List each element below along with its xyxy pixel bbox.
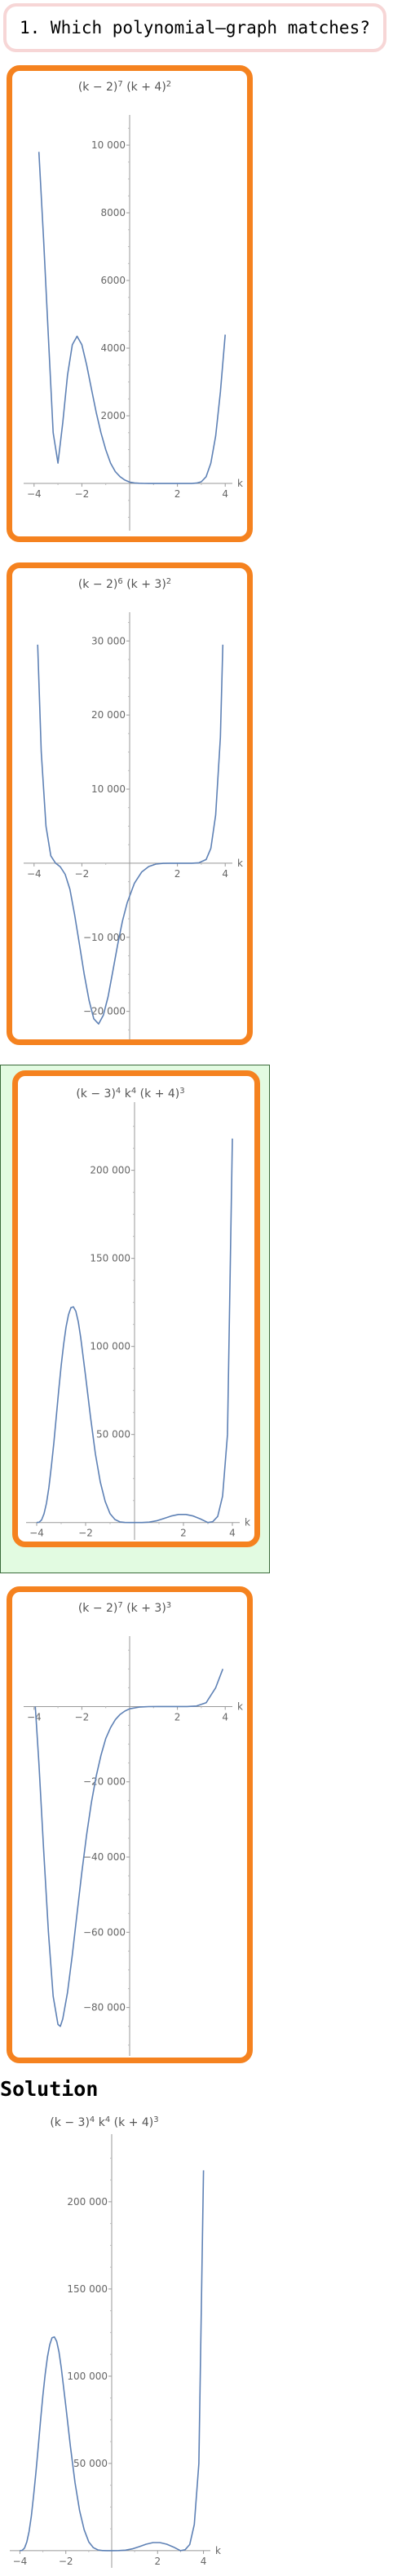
x-axis-label: k [237,478,243,489]
x-tick-label: 2 [174,488,181,500]
x-tick-label: 4 [222,868,228,880]
x-tick-label: 4 [222,488,228,500]
y-tick-label: 100 000 [90,1341,130,1352]
y-tick-label: 150 000 [90,1253,130,1264]
option-1-card[interactable]: (k − 2)7 (k + 4)2 k −4 −2 2 4 2000 4000 6000 8000… [7,65,253,542]
x-tick-label: −2 [59,2556,73,2567]
x-tick-label: 2 [174,1711,181,1722]
x-tick-label: 4 [222,1711,228,1722]
y-tick-label: −10 000 [83,932,126,943]
question-text: 1. Which polynomial–graph matches? [20,18,370,37]
x-tick-label: 2 [154,2556,161,2567]
x-axis-label: k [245,1517,250,1528]
option-3-chart: (k − 3)4 k4 (k + 4)3 k −4 −2 2 4 50 000 100 000… [26,1087,250,1540]
y-tick-label: −40 000 [83,1851,126,1863]
option-1-chart: (k − 2)7 (k + 4)2 k −4 −2 2 4 2000 4000 6000 8000… [24,80,243,531]
y-tick-label: −20 000 [83,1776,126,1788]
series-line [38,152,226,484]
series-line [34,1669,224,2027]
option-3-card[interactable]: (k − 3)4 k4 (k + 4)3 k −4 −2 2 4 50 000 100 000… [12,1070,260,1547]
x-tick-label: −2 [75,488,90,500]
y-tick-label: 200 000 [90,1165,130,1176]
option-4-chart: (k − 2)7 (k + 3)3 k −4 −2 2 4 −80 000 −60 000 −4… [24,1601,243,2056]
x-tick-label: 4 [201,2556,207,2567]
x-tick-label: −4 [13,2556,28,2567]
y-tick-label: 4000 [100,342,126,354]
x-tick-label: −2 [75,868,90,880]
y-tick-label: 20 000 [91,709,126,721]
series-line [36,1138,233,1524]
chart-title: (k − 2)7 (k + 3)3 [78,1601,171,1616]
x-tick-label: 2 [174,868,181,880]
x-tick-label: 2 [180,1528,187,1539]
y-tick-label: −60 000 [83,1926,126,1938]
x-axis-label: k [237,1700,243,1712]
chart-title: (k − 2)7 (k + 4)2 [78,80,171,95]
solution-title: Solution [0,2077,99,2101]
y-tick-label: 100 000 [67,2371,108,2382]
y-tick-label: 50 000 [73,2458,108,2469]
y-tick-label: 8000 [100,207,126,218]
x-tick-label: −4 [27,868,42,880]
series-line [20,2170,205,2552]
y-tick-label: 50 000 [96,1429,130,1440]
chart-title: (k − 3)4 k4 (k + 4)3 [50,2115,158,2130]
x-axis-label: k [237,858,243,869]
question-box: 1. Which polynomial–graph matches? [3,3,386,52]
y-tick-label: −80 000 [83,2002,126,2014]
y-tick-label: 6000 [100,275,126,286]
y-tick-label: 10 000 [91,139,126,151]
x-tick-label: −4 [27,1711,42,1722]
x-tick-label: −2 [75,1711,90,1722]
y-tick-label: 200 000 [67,2196,108,2208]
x-tick-label: 4 [229,1528,236,1539]
solution-chart: (k − 3)4 k4 (k + 4)3 k −4 −2 2 4 50 000 100 000… [0,2108,245,2576]
chart-title: (k − 3)4 k4 (k + 4)3 [76,1087,184,1101]
x-tick-label: −4 [27,488,42,500]
y-tick-label: 30 000 [91,635,126,646]
x-tick-label: −2 [78,1528,93,1539]
option-4-card[interactable]: (k − 2)7 (k + 3)3 k −4 −2 2 4 −80 000 −60 000 −4… [7,1586,253,2063]
option-2-chart: (k − 2)6 (k + 3)2k−4 −2 2 4−20 000−10 00010… [24,577,243,1039]
y-tick-label: 2000 [100,410,126,421]
option-2-card[interactable]: (k − 2)6 (k + 3)2 k −4 −2 2 4 −20 000 −10 000 10… [7,562,253,1045]
chart-title: (k − 2)6 (k + 3)2 [78,577,171,592]
solution-chart-svg: (k − 3)4 k4 (k + 4)3 k −4 −2 2 4 50 000 100 000… [10,2115,221,2568]
y-tick-label: 10 000 [91,783,126,795]
series-line [37,644,224,1025]
y-tick-label: 150 000 [67,2283,108,2295]
x-tick-label: −4 [29,1528,44,1539]
x-axis-label: k [215,2545,221,2556]
